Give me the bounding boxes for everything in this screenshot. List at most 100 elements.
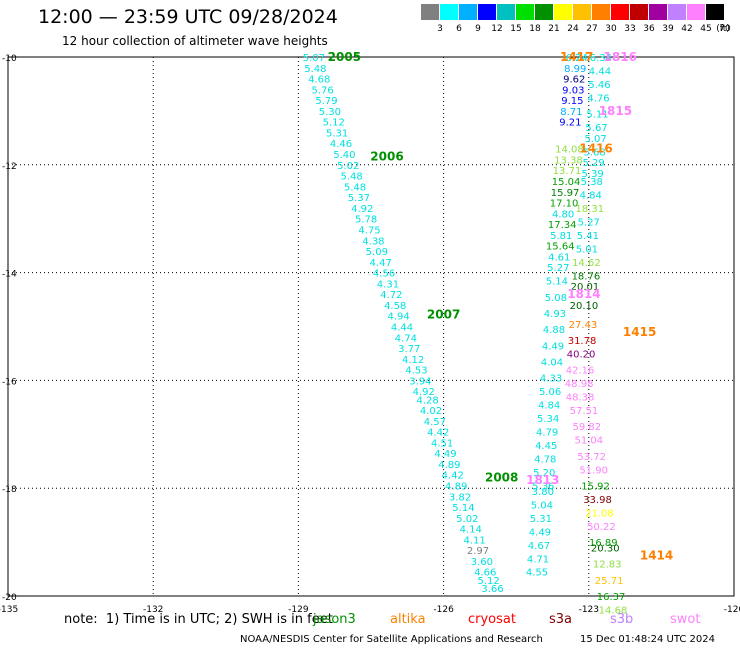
wave-height-label: 4.49 xyxy=(542,341,564,352)
legend-label: (ft) xyxy=(716,24,730,34)
wave-height-label: 14.08 xyxy=(555,145,584,156)
wave-height-label: 51.90 xyxy=(579,465,608,476)
wave-height-label: 4.44 xyxy=(391,323,413,334)
legend-label: 18 xyxy=(529,24,541,34)
lon-tick-label: -120 xyxy=(724,605,740,615)
wave-height-label: 4.49 xyxy=(529,527,551,538)
wave-height-label: 2.97 xyxy=(467,546,489,557)
wave-height-label: 3.66 xyxy=(481,584,503,595)
wave-height-label: 20.10 xyxy=(570,301,599,312)
wave-height-label: 5.48 xyxy=(344,182,366,193)
wave-height-label: 16.37 xyxy=(597,592,626,603)
wave-height-label: 5.12 xyxy=(323,118,345,129)
wave-height-label: 8.71 xyxy=(560,107,582,118)
legend-swatch xyxy=(611,4,629,20)
wave-height-label: 4.28 xyxy=(416,395,438,406)
wave-height-label: 15.92 xyxy=(581,482,610,493)
wave-height-label: 5.68 xyxy=(583,147,605,158)
track-time-label: 2006 xyxy=(370,150,403,164)
wave-height-label: 4.79 xyxy=(536,428,558,439)
wave-height-label: 59.82 xyxy=(573,422,602,433)
wave-height-label: 5.04 xyxy=(531,500,553,511)
wave-height-label: 13.71 xyxy=(553,166,582,177)
credit-text: NOAA/NESDIS Center for Satellite Applica… xyxy=(240,634,543,645)
page-title: 12:00 — 23:59 UTC 09/28/2024 xyxy=(38,6,338,28)
wave-height-label: 5.81 xyxy=(550,231,572,242)
lon-tick-label: -135 xyxy=(0,605,18,615)
legend-swatch xyxy=(592,4,610,20)
wave-height-label: 5.02 xyxy=(456,514,478,525)
satellite-name-jason3: jason3 xyxy=(313,612,356,627)
legend-label: 12 xyxy=(491,24,503,34)
wave-height-label: 5.79 xyxy=(315,96,337,107)
wave-height-label: 4.33 xyxy=(540,374,562,385)
legend-label: 24 xyxy=(567,24,579,34)
wave-height-label: 5.07 xyxy=(303,53,325,64)
wave-height-label: 4.51 xyxy=(431,438,453,449)
legend-label: 15 xyxy=(510,24,522,34)
satellite-name-altika: altika xyxy=(390,612,426,627)
legend-label: 36 xyxy=(643,24,655,34)
wave-height-label: 4.68 xyxy=(308,75,330,86)
track-time-label: 1415 xyxy=(623,325,656,339)
legend-swatch xyxy=(478,4,496,20)
legend-swatch xyxy=(459,4,477,20)
wave-height-label: 5.12 xyxy=(477,576,499,587)
wave-height-label: 3.94 xyxy=(409,376,431,387)
legend-label: 3 xyxy=(437,24,443,34)
track-time-label: 1414 xyxy=(640,549,673,563)
wave-height-label: 4.14 xyxy=(460,525,482,536)
wave-height-label: 42.16 xyxy=(566,366,595,377)
wave-height-label: 4.92 xyxy=(351,204,373,215)
wave-height-label: 4.42 xyxy=(442,471,464,482)
legend-swatch xyxy=(554,4,572,20)
lat-tick-label: -16 xyxy=(2,377,17,387)
wave-height-label: 5.34 xyxy=(537,414,559,425)
wave-height-label: 15.04 xyxy=(552,177,581,188)
wave-height-label: 3.60 xyxy=(471,557,493,568)
wave-height-label: 5.11 xyxy=(586,110,608,121)
wave-height-label: 5.41 xyxy=(577,231,599,242)
map-tick-labels: -135 -132 -129 -126 -123 -120 -10 -12 -14 -16 -18 -… xyxy=(0,54,740,615)
wave-height-label: 4.02 xyxy=(420,406,442,417)
wave-height-label: 48.38 xyxy=(566,393,595,404)
wave-height-label: 3.77 xyxy=(398,344,420,355)
legend-swatch xyxy=(687,4,705,20)
wave-height-label: 14.68 xyxy=(599,605,628,616)
wave-height-label: 4.75 xyxy=(358,225,380,236)
wave-height-label: 48.98 xyxy=(565,379,594,390)
wave-height-label: 5.06 xyxy=(539,387,561,398)
legend-swatch xyxy=(706,4,724,20)
wave-height-label: 4.78 xyxy=(534,455,556,466)
wave-height-label: 4.12 xyxy=(402,355,424,366)
wave-height-label: 4.93 xyxy=(544,309,566,320)
wave-height-label: 5.29 xyxy=(583,158,605,169)
satellite-name-s3a: s3a xyxy=(549,612,573,627)
wave-height-label: 4.92 xyxy=(413,387,435,398)
wave-height-label: 4.84 xyxy=(538,401,560,412)
legend-swatch xyxy=(649,4,667,20)
lat-tick-label: -18 xyxy=(2,485,17,495)
wave-height-label: 6.34 xyxy=(590,53,612,64)
wave-height-label: 5.48 xyxy=(341,172,363,183)
wave-height-label: 9.15 xyxy=(561,96,583,107)
wave-height-label: 4.80 xyxy=(552,209,574,220)
wave-height-label: 5.78 xyxy=(355,215,377,226)
wave-height-label: 8.99 xyxy=(564,64,586,75)
legend-swatch xyxy=(535,4,553,20)
track-time-label: 2005 xyxy=(328,50,361,64)
satellite-name-cryosat: cryosat xyxy=(468,612,516,627)
legend-label: 45 xyxy=(700,24,712,34)
track-time-label: 1813 xyxy=(526,473,559,487)
track-time-label: 2008 xyxy=(485,470,518,484)
wave-height-label: 20.01 xyxy=(571,282,600,293)
legend-swatch xyxy=(516,4,534,20)
legend-swatch xyxy=(630,4,648,20)
lon-tick-label: -123 xyxy=(579,605,599,615)
wave-height-label: 5.40 xyxy=(333,150,355,161)
wave-height-label: 9.03 xyxy=(562,85,584,96)
wave-height-label: 4.67 xyxy=(528,541,550,552)
map-frame xyxy=(7,56,735,597)
wave-height-label: 16.89 xyxy=(589,538,618,549)
wave-height-label: 4.55 xyxy=(526,568,548,579)
